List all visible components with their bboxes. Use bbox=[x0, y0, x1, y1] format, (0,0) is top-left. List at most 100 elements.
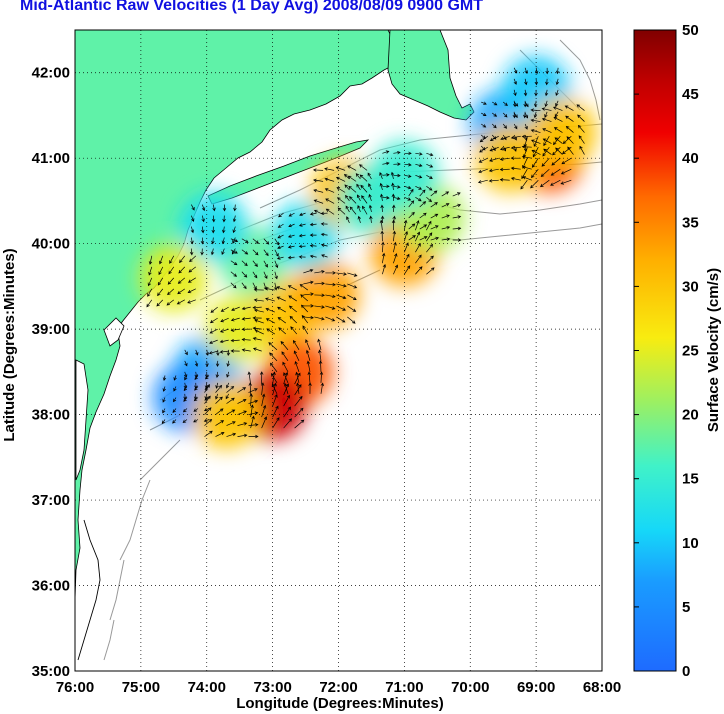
velocity-arrow bbox=[426, 267, 435, 275]
velocity-arrow bbox=[491, 112, 498, 117]
velocity-arrow bbox=[512, 100, 517, 108]
velocity-arrow bbox=[241, 260, 248, 267]
velocity-arrow bbox=[269, 352, 278, 362]
velocity-arrow bbox=[565, 115, 574, 122]
velocity-arrow bbox=[543, 148, 552, 155]
velocity-arrow bbox=[314, 293, 325, 297]
velocity-arrow bbox=[263, 249, 269, 257]
velocity-arrow bbox=[248, 423, 259, 427]
velocity-arrow bbox=[368, 204, 373, 213]
velocity-arrow bbox=[147, 277, 153, 287]
velocity-arrow bbox=[276, 256, 284, 260]
velocity-arrow bbox=[306, 360, 311, 372]
velocity-arrow bbox=[237, 387, 247, 393]
velocity-arrow bbox=[541, 117, 552, 122]
velocity-arrow bbox=[233, 204, 237, 212]
velocity-arrow bbox=[220, 317, 229, 323]
velocity-arrow bbox=[265, 318, 275, 324]
velocity-arrow bbox=[226, 432, 237, 437]
velocity-region bbox=[475, 124, 544, 193]
velocity-arrow bbox=[201, 215, 205, 223]
velocity-arrow bbox=[391, 219, 396, 231]
velocity-arrow bbox=[530, 129, 541, 133]
velocity-arrow bbox=[499, 146, 510, 151]
velocity-arrow bbox=[368, 193, 372, 202]
y-tick-label: 35:00 bbox=[32, 663, 70, 680]
velocity-arrow bbox=[225, 393, 230, 400]
velocity-arrow bbox=[222, 204, 227, 212]
plot-border bbox=[74, 29, 603, 672]
velocity-arrow bbox=[230, 338, 240, 343]
velocity-arrow bbox=[288, 305, 298, 313]
velocity-arrow bbox=[325, 282, 336, 287]
velocity-arrow bbox=[336, 272, 347, 276]
velocity-arrow bbox=[162, 408, 166, 414]
velocity-arrow bbox=[298, 255, 306, 259]
velocity-arrow bbox=[381, 241, 385, 253]
velocity-arrow bbox=[230, 328, 240, 332]
velocity-arrow bbox=[578, 135, 585, 144]
velocity-arrow bbox=[545, 78, 549, 86]
velocity-arrow bbox=[379, 172, 383, 180]
velocity-arrow bbox=[294, 419, 305, 429]
velocity-arrow bbox=[502, 101, 508, 107]
velocity-arrow bbox=[542, 128, 552, 133]
velocity-arrow bbox=[565, 125, 574, 133]
x-tick-label: 76:00 bbox=[56, 679, 94, 696]
velocity-arrow bbox=[302, 325, 309, 335]
velocity-arrow bbox=[480, 123, 487, 128]
x-tick-label: 73:00 bbox=[253, 679, 291, 696]
velocity-arrow bbox=[510, 166, 521, 171]
velocity-arrow bbox=[553, 116, 563, 122]
velocity-arrow bbox=[215, 393, 219, 400]
velocity-arrow bbox=[408, 211, 415, 219]
velocity-arrow bbox=[212, 204, 216, 212]
velocity-arrow bbox=[320, 222, 328, 226]
velocity-arrow bbox=[555, 89, 559, 96]
velocity-arrow bbox=[488, 179, 499, 183]
velocity-arrow bbox=[347, 283, 358, 289]
x-tick-label: 68:00 bbox=[583, 679, 621, 696]
velocity-arrow bbox=[230, 349, 240, 353]
velocity-arrow bbox=[530, 179, 539, 189]
velocity-arrow bbox=[544, 89, 549, 97]
velocity-arrow bbox=[272, 417, 280, 429]
velocity-arrow bbox=[522, 176, 532, 181]
velocity-arrow bbox=[478, 157, 488, 163]
velocity-arrow bbox=[317, 338, 322, 350]
velocity-arrow bbox=[221, 237, 226, 245]
outer-banks bbox=[77, 519, 101, 661]
velocity-arrow bbox=[430, 202, 438, 208]
velocity-arrow bbox=[426, 152, 434, 157]
velocity-arrow bbox=[274, 282, 278, 291]
velocity-arrow bbox=[252, 249, 259, 256]
velocity-arrow bbox=[552, 135, 561, 146]
velocity-arrow bbox=[325, 208, 335, 215]
velocity-arrow bbox=[441, 191, 450, 197]
velocity-arrow bbox=[237, 410, 247, 415]
velocity-arrow bbox=[303, 280, 314, 285]
colorbar-tick-label: 40 bbox=[682, 150, 699, 167]
velocity-arrow bbox=[561, 157, 572, 165]
velocity-arrow bbox=[193, 408, 199, 412]
velocity-arrow bbox=[404, 230, 409, 242]
velocity-arrow bbox=[247, 371, 251, 385]
velocity-arrow bbox=[336, 187, 346, 193]
velocity-arrow bbox=[415, 231, 421, 242]
velocity-arrow bbox=[393, 162, 401, 166]
velocity-arrow bbox=[523, 100, 527, 108]
velocity-arrow bbox=[241, 271, 248, 278]
velocity-arrow bbox=[190, 226, 195, 234]
velocity-arrow bbox=[156, 299, 164, 307]
velocity-arrow bbox=[204, 418, 213, 426]
velocity-arrow bbox=[226, 397, 235, 404]
velocity-arrow bbox=[232, 226, 236, 234]
y-tick-label: 41:00 bbox=[32, 150, 70, 167]
velocity-arrow bbox=[382, 173, 390, 177]
velocity-arrow bbox=[219, 339, 229, 344]
velocity-arrow bbox=[237, 398, 247, 404]
velocity-arrow bbox=[157, 277, 164, 286]
velocity-arrow bbox=[194, 360, 199, 367]
colorbar-tick-label: 20 bbox=[682, 407, 699, 424]
